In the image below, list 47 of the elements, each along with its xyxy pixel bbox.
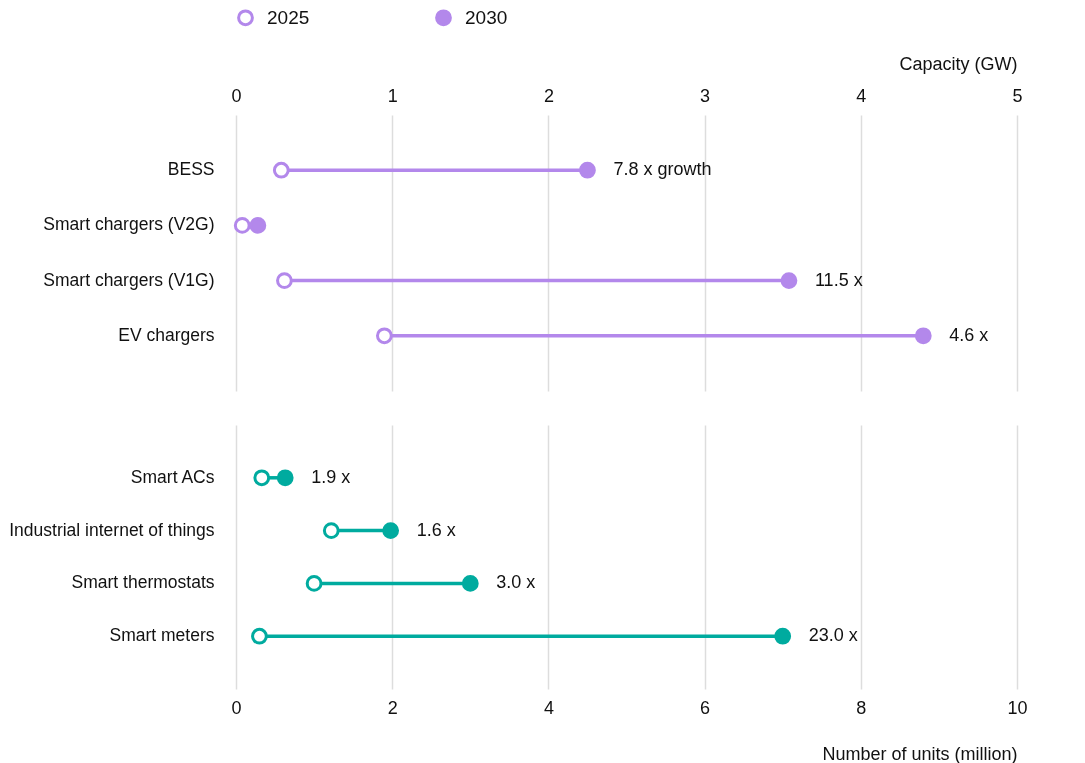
x-tick-label: 1 xyxy=(387,85,398,106)
y-tick-label: Industrial internet of things xyxy=(9,519,215,540)
legend-label: 2030 xyxy=(465,6,508,28)
annotation: 7.8 x growth xyxy=(613,159,712,180)
x-tick-label: 5 xyxy=(1012,85,1023,106)
point xyxy=(376,327,393,345)
annotation: 3.0 x xyxy=(496,572,536,593)
point xyxy=(272,161,290,179)
x-tick-label: 4 xyxy=(543,697,554,718)
y-tick-label: Smart meters xyxy=(109,625,215,646)
y-tick-label: EV chargers xyxy=(118,324,215,345)
y-tick-label: Smart ACs xyxy=(130,466,215,487)
point xyxy=(322,522,340,539)
point xyxy=(382,522,400,539)
x-tick-label: 10 xyxy=(1007,697,1028,718)
annotation: 1.9 x xyxy=(311,466,351,487)
y-tick-label: Smart chargers (V1G) xyxy=(43,269,215,290)
point xyxy=(276,469,294,487)
x-axis-title: Capacity (GW) xyxy=(899,53,1018,74)
point xyxy=(914,327,932,345)
annotation: 11.5 x xyxy=(814,269,863,290)
x-tick-label: 6 xyxy=(700,697,711,718)
point xyxy=(276,272,293,289)
point xyxy=(780,272,798,289)
x-tick-label: 8 xyxy=(856,697,867,718)
x-tick-label: 3 xyxy=(700,85,711,106)
y-tick-label: Smart thermostats xyxy=(71,572,215,593)
point xyxy=(253,469,271,487)
point xyxy=(461,575,479,592)
x-tick-label: 2 xyxy=(543,85,554,106)
x-tick-label: 4 xyxy=(856,85,867,106)
y-tick-label: Smart chargers (V2G) xyxy=(43,214,215,235)
x-tick-label: 0 xyxy=(231,85,242,106)
y-tick-label: BESS xyxy=(167,159,215,180)
point xyxy=(579,161,596,179)
point xyxy=(774,627,792,645)
x-tick-label: 0 xyxy=(231,697,242,718)
annotation: 4.6 x xyxy=(949,324,989,345)
point xyxy=(233,217,251,234)
legend-label: 2025 xyxy=(267,6,310,28)
x-tick-label: 2 xyxy=(387,697,398,718)
point xyxy=(305,575,323,592)
point xyxy=(251,627,268,645)
x-axis-title: Number of units (million) xyxy=(822,743,1018,763)
annotation: 23.0 x xyxy=(808,625,858,646)
annotation: 1.6 x xyxy=(416,519,456,540)
point xyxy=(249,217,267,234)
